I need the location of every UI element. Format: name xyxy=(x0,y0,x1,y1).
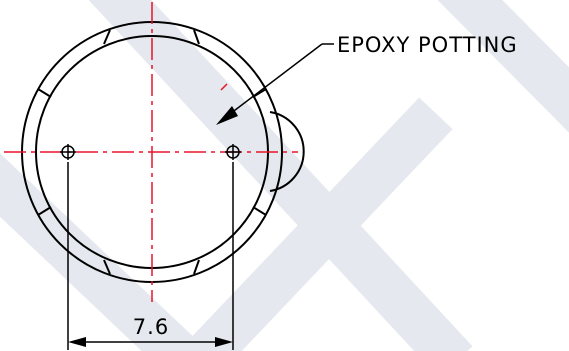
callout-leader xyxy=(221,43,334,121)
pin-left xyxy=(60,144,76,160)
callout-label: EPOXY POTTING xyxy=(337,33,518,57)
dimension-extension-lines xyxy=(67,162,234,350)
dimension-arrow-right xyxy=(215,337,233,347)
dimension-arrow-left xyxy=(68,337,86,347)
dimension-label: 7.6 xyxy=(133,315,169,339)
centerlines xyxy=(4,2,298,302)
pin-right xyxy=(225,144,241,160)
callout-arrowhead xyxy=(216,106,238,125)
side-tab xyxy=(269,111,305,192)
